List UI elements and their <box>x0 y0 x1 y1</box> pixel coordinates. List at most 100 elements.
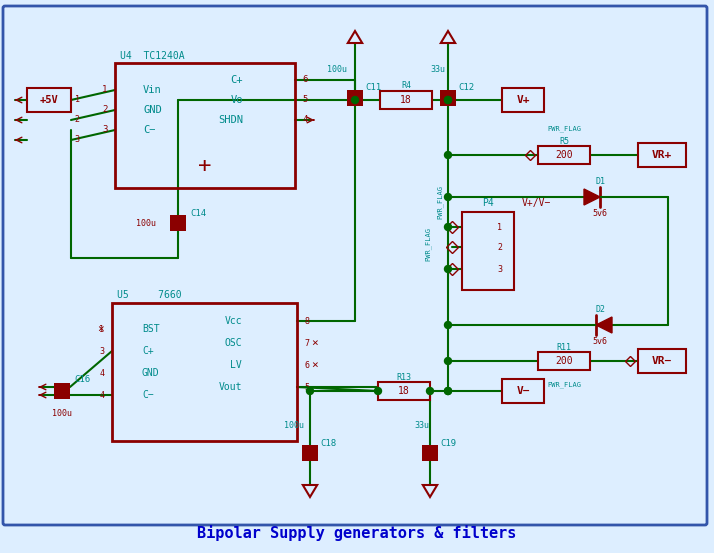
Text: C−: C− <box>143 125 156 135</box>
Text: U4  TC1240A: U4 TC1240A <box>120 51 185 61</box>
Circle shape <box>426 388 433 394</box>
Text: Bipolar Supply generators & filters: Bipolar Supply generators & filters <box>197 525 517 541</box>
Text: VR−: VR− <box>652 356 672 366</box>
Text: 200: 200 <box>555 356 573 366</box>
Text: 3: 3 <box>102 126 108 134</box>
Text: R5: R5 <box>559 137 569 145</box>
Text: 1: 1 <box>498 222 503 232</box>
Text: 1: 1 <box>102 86 108 95</box>
Text: 6: 6 <box>302 76 308 85</box>
Text: C+: C+ <box>142 346 154 356</box>
Text: 2: 2 <box>102 106 108 114</box>
Bar <box>422 445 438 461</box>
Text: V−: V− <box>516 386 530 396</box>
Text: 2: 2 <box>74 116 79 124</box>
Bar <box>440 90 456 106</box>
Bar <box>378 382 430 400</box>
Text: R11: R11 <box>556 342 571 352</box>
Text: ×: × <box>97 324 104 334</box>
Text: PWR_FLAG: PWR_FLAG <box>437 185 443 219</box>
Text: D2: D2 <box>595 305 605 314</box>
Text: 4: 4 <box>99 390 104 399</box>
Text: C19: C19 <box>440 439 456 447</box>
Text: BST: BST <box>142 324 160 334</box>
Text: C11: C11 <box>365 84 381 92</box>
Text: Vo: Vo <box>231 95 243 105</box>
Circle shape <box>445 223 451 231</box>
Text: R4: R4 <box>401 81 411 91</box>
Circle shape <box>445 152 451 159</box>
Circle shape <box>445 265 451 273</box>
Bar <box>502 379 544 403</box>
Text: C16: C16 <box>74 374 90 383</box>
Bar <box>347 90 363 106</box>
Text: 7: 7 <box>304 338 309 347</box>
Circle shape <box>445 388 451 394</box>
Text: R13: R13 <box>396 373 411 382</box>
Text: OSC: OSC <box>224 338 242 348</box>
Text: PWR_FLAG: PWR_FLAG <box>547 126 581 132</box>
Text: 33u: 33u <box>431 65 446 75</box>
Bar <box>112 303 297 441</box>
Text: 2: 2 <box>498 243 503 252</box>
Text: Vout: Vout <box>218 382 242 392</box>
Bar <box>170 215 186 231</box>
Bar <box>538 146 590 164</box>
Text: 5v6: 5v6 <box>593 208 608 217</box>
Circle shape <box>445 321 451 328</box>
Text: 18: 18 <box>398 386 410 396</box>
Bar <box>115 63 295 188</box>
Circle shape <box>445 194 451 201</box>
Text: ×: × <box>311 360 318 370</box>
Bar <box>380 91 432 109</box>
Text: Vcc: Vcc <box>224 316 242 326</box>
Text: LV: LV <box>230 360 242 370</box>
Text: D1: D1 <box>595 176 605 185</box>
Text: VR+: VR+ <box>652 150 672 160</box>
Text: 100u: 100u <box>327 65 347 75</box>
Text: 4: 4 <box>99 368 104 378</box>
Bar <box>538 352 590 370</box>
Text: C+: C+ <box>231 75 243 85</box>
Text: V+/V−: V+/V− <box>522 198 551 208</box>
Text: C14: C14 <box>190 208 206 217</box>
Text: 4: 4 <box>302 116 308 124</box>
Text: PWR_FLAG: PWR_FLAG <box>547 382 581 388</box>
Text: C12: C12 <box>458 84 474 92</box>
Text: U5     7660: U5 7660 <box>117 290 181 300</box>
Text: 1: 1 <box>99 325 104 333</box>
Text: 5v6: 5v6 <box>593 336 608 346</box>
Circle shape <box>306 388 313 394</box>
Text: +5V: +5V <box>39 95 59 105</box>
Circle shape <box>445 97 451 103</box>
Text: 8: 8 <box>304 316 309 326</box>
Circle shape <box>445 357 451 364</box>
Text: 3: 3 <box>74 135 79 144</box>
Text: V+: V+ <box>516 95 530 105</box>
Text: GND: GND <box>143 105 162 115</box>
Text: 5: 5 <box>304 383 309 392</box>
Bar <box>462 212 514 290</box>
Text: 5: 5 <box>302 96 308 105</box>
Bar <box>638 143 686 167</box>
Text: 100u: 100u <box>136 218 156 227</box>
Circle shape <box>445 97 451 103</box>
Text: 6: 6 <box>304 361 309 369</box>
Circle shape <box>375 388 381 394</box>
FancyBboxPatch shape <box>3 6 707 525</box>
Text: 200: 200 <box>555 150 573 160</box>
Circle shape <box>351 97 358 103</box>
Bar <box>638 349 686 373</box>
Text: 100u: 100u <box>52 409 72 418</box>
Text: PWR_FLAG: PWR_FLAG <box>425 227 431 261</box>
Text: GND: GND <box>142 368 160 378</box>
Bar <box>27 88 71 112</box>
Text: 33u: 33u <box>415 420 430 430</box>
Bar <box>502 88 544 112</box>
Text: C−: C− <box>142 390 154 400</box>
Text: Vin: Vin <box>143 85 162 95</box>
Text: C18: C18 <box>320 439 336 447</box>
Text: +: + <box>198 156 211 176</box>
Polygon shape <box>584 189 600 205</box>
Bar <box>54 383 70 399</box>
